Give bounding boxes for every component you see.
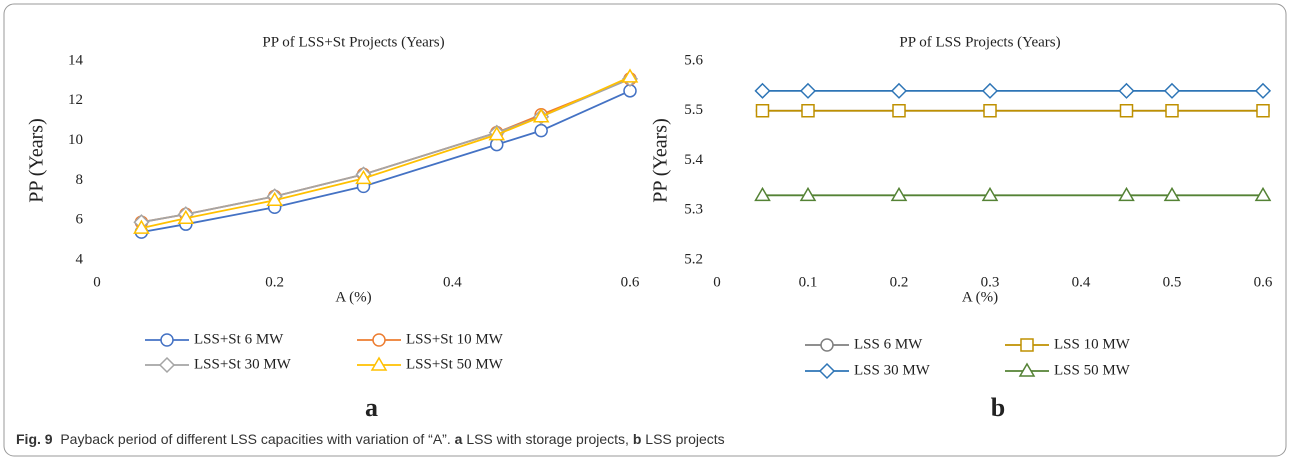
chart-title: PP of LSS Projects (Years): [899, 34, 1060, 50]
marker: [754, 82, 771, 99]
marker: [981, 82, 999, 99]
x-axis-label: A (%): [962, 289, 998, 305]
marker: [488, 126, 506, 141]
x-tick-label: 0.2: [890, 274, 909, 290]
caption-b-text: LSS projects: [645, 431, 725, 447]
x-tick-label: 0.2: [265, 274, 284, 290]
marker: [621, 68, 639, 83]
y-tick-label: 5.5: [684, 102, 703, 118]
marker: [1163, 82, 1181, 99]
legend-marker: [820, 338, 834, 352]
series-line: [141, 76, 631, 230]
x-tick-label: 0: [93, 274, 101, 290]
marker: [1165, 104, 1179, 118]
legend-label: LSS+St 30 MW: [194, 356, 292, 372]
marker: [534, 123, 548, 138]
marker: [1118, 82, 1135, 99]
marker: [355, 169, 372, 185]
panel-label: b: [991, 393, 1005, 422]
marker: [532, 108, 550, 123]
marker: [177, 209, 195, 224]
marker: [1118, 186, 1135, 202]
y-tick-label: 4: [76, 251, 84, 267]
legend-label: LSS+St 6 MW: [194, 331, 284, 347]
y-axis-label: PP (Years): [650, 118, 672, 202]
y-tick-label: 6: [76, 212, 84, 228]
x-tick-label: 0.3: [981, 274, 1000, 290]
series-line: [141, 78, 631, 224]
series-line: [141, 78, 631, 224]
x-tick-label: 0.1: [799, 274, 818, 290]
marker: [799, 82, 817, 99]
y-tick-label: 5.3: [684, 202, 703, 218]
marker: [801, 104, 815, 118]
legend-label: LSS+St 50 MW: [406, 356, 504, 372]
marker: [1256, 104, 1270, 118]
legend-label: LSS 50 MW: [1054, 362, 1131, 378]
marker: [266, 191, 283, 207]
marker: [1119, 104, 1134, 118]
legend-label: LSS 10 MW: [1054, 336, 1131, 352]
marker: [892, 104, 906, 118]
frame: [3, 3, 1287, 457]
x-tick-label: 0.4: [443, 274, 462, 290]
series-line: [141, 90, 631, 234]
caption-label: Fig. 9: [16, 431, 53, 447]
y-tick-label: 10: [68, 132, 83, 148]
marker: [755, 104, 770, 118]
caption-text: Payback period of different LSS capaciti…: [60, 431, 451, 447]
marker: [1254, 186, 1272, 202]
caption-b: b: [632, 431, 642, 447]
marker: [754, 186, 771, 202]
x-tick-label: 0.6: [621, 274, 640, 290]
legend-label: LSS 30 MW: [854, 362, 931, 378]
x-tick-label: 0.5: [1163, 274, 1182, 290]
y-tick-label: 14: [68, 52, 84, 68]
x-tick-label: 0.4: [1072, 274, 1091, 290]
marker: [890, 82, 908, 99]
y-tick-label: 8: [76, 172, 84, 188]
caption-a: a: [454, 431, 463, 447]
chart-title: PP of LSS+St Projects (Years): [262, 34, 444, 50]
marker: [890, 186, 908, 202]
marker: [1163, 186, 1181, 202]
panel-label: a: [365, 393, 378, 422]
legend-marker: [1020, 338, 1034, 352]
y-tick-label: 12: [68, 92, 83, 108]
legend-marker: [372, 333, 386, 347]
x-tick-label: 0.6: [1254, 274, 1273, 290]
marker: [1254, 82, 1272, 99]
legend-label: LSS 6 MW: [854, 336, 923, 352]
caption: Fig. 9 Payback period of different LSS c…: [16, 431, 725, 447]
marker: [799, 186, 817, 202]
legend-label: LSS+St 10 MW: [406, 331, 504, 347]
y-axis-label: PP (Years): [26, 118, 48, 202]
marker: [981, 186, 999, 202]
legend-marker: [370, 356, 388, 371]
marker: [133, 219, 150, 234]
legend-marker: [1018, 362, 1036, 377]
legend-marker: [158, 356, 176, 374]
marker: [983, 104, 997, 118]
y-tick-label: 5.4: [684, 152, 703, 168]
legend-marker: [160, 333, 174, 347]
y-tick-label: 5.6: [684, 52, 703, 68]
x-tick-label: 0: [713, 274, 721, 290]
y-tick-label: 5.2: [684, 251, 703, 267]
caption-a-text: LSS with storage projects,: [466, 431, 629, 447]
x-axis-label: A (%): [335, 289, 371, 305]
legend-marker: [818, 362, 836, 380]
